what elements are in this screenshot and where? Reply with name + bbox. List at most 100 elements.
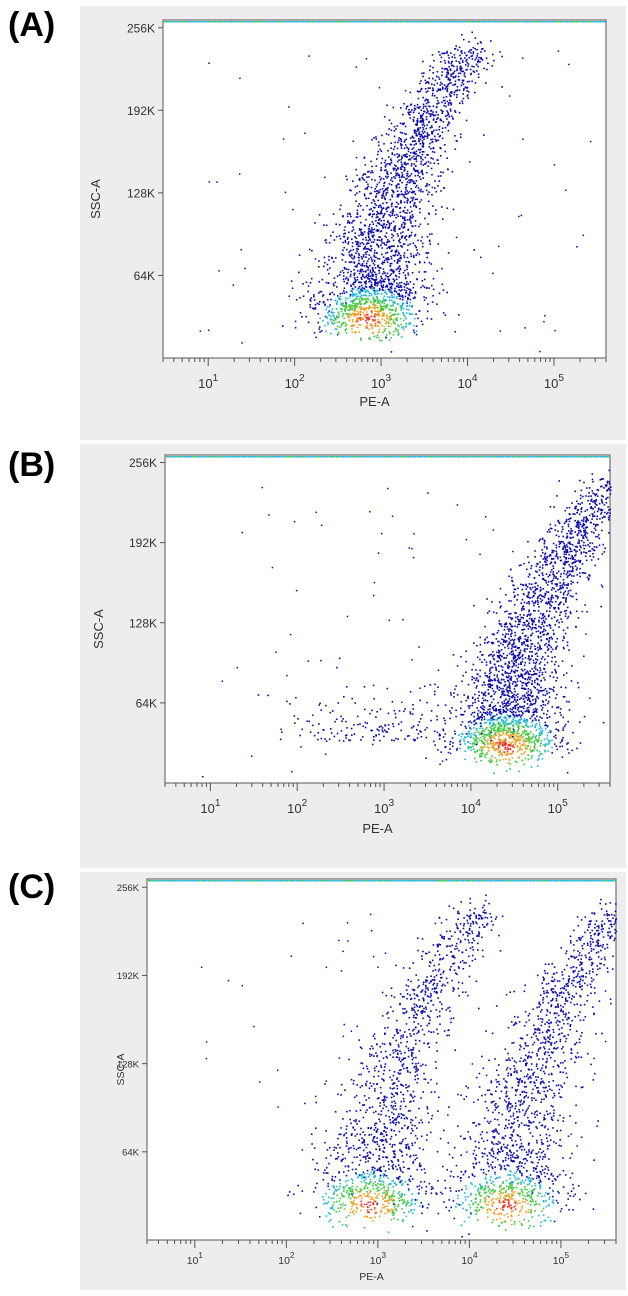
data-point-0 — [594, 506, 596, 508]
data-point-0 — [389, 282, 391, 285]
data-point-0 — [392, 254, 395, 257]
data-point-0 — [391, 152, 394, 154]
data-point-0 — [412, 324, 415, 327]
data-point-0 — [354, 278, 356, 281]
data-point-0 — [470, 72, 473, 75]
data-point-0 — [376, 334, 379, 336]
data-point-0 — [357, 310, 359, 313]
data-point-0 — [525, 685, 528, 687]
data-point-0 — [493, 654, 495, 656]
data-point-0 — [529, 614, 531, 617]
data-point-0 — [434, 114, 437, 116]
data-point-0 — [560, 587, 563, 590]
data-point-0 — [499, 743, 501, 746]
data-point-0 — [493, 724, 495, 726]
data-point-0 — [390, 222, 393, 225]
data-point-0 — [564, 548, 567, 550]
data-point-0 — [406, 256, 409, 259]
data-point-0 — [402, 302, 405, 305]
data-point-0 — [499, 710, 501, 713]
data-point-0 — [344, 312, 347, 315]
data-point-0 — [382, 268, 385, 270]
data-point-0 — [442, 110, 444, 113]
data-point-0 — [456, 94, 458, 96]
data-point-0 — [376, 183, 379, 186]
data-point-0 — [351, 254, 353, 256]
data-point-0 — [373, 279, 375, 281]
data-point-0 — [506, 654, 508, 657]
data-point-0 — [537, 630, 540, 632]
data-point-0 — [438, 128, 440, 131]
data-point-0 — [499, 749, 502, 751]
data-point-0 — [326, 316, 329, 319]
data-point-0 — [387, 317, 389, 319]
data-point-0 — [511, 645, 514, 648]
data-point-0 — [466, 741, 469, 743]
data-point-0 — [349, 293, 352, 296]
data-point-0 — [500, 679, 503, 681]
data-point-0 — [333, 319, 335, 322]
data-point-0 — [415, 152, 417, 155]
saturation-event — [219, 21, 221, 23]
data-point-0 — [375, 290, 378, 293]
data-point-0 — [474, 37, 477, 39]
data-point-0 — [390, 159, 393, 162]
data-point-0 — [364, 271, 367, 273]
data-point-0 — [426, 154, 428, 156]
data-point-0 — [393, 255, 396, 257]
data-point-0 — [400, 199, 402, 202]
data-point-0 — [397, 251, 400, 254]
data-point-0 — [361, 318, 364, 320]
data-point-0 — [382, 284, 385, 286]
data-point-0 — [390, 309, 393, 311]
data-point-0 — [559, 559, 562, 562]
saturation-event — [461, 21, 463, 23]
data-point-0 — [390, 158, 392, 161]
saturation-event — [487, 21, 490, 23]
data-point-0 — [500, 642, 502, 645]
data-point-0 — [510, 677, 512, 680]
data-point-0 — [483, 718, 486, 721]
data-point-0 — [554, 712, 556, 715]
saturation-event — [212, 21, 215, 23]
data-point-0 — [398, 155, 400, 157]
data-point-0 — [526, 719, 528, 721]
data-point-0 — [514, 735, 516, 737]
data-point-0 — [398, 270, 400, 273]
data-point-0 — [556, 677, 558, 679]
data-point-0 — [596, 546, 598, 548]
data-point-0 — [359, 289, 362, 292]
data-point-0 — [419, 82, 421, 85]
data-point-0 — [449, 748, 451, 750]
data-point-0 — [456, 96, 458, 98]
data-point-0 — [477, 731, 479, 733]
data-point-0 — [362, 238, 364, 241]
data-point-0 — [513, 688, 516, 690]
data-point-0 — [408, 111, 411, 114]
data-point-0 — [525, 737, 527, 740]
data-point-0 — [609, 512, 611, 514]
data-point-0 — [384, 327, 387, 330]
data-point-0 — [423, 296, 425, 298]
data-point-0 — [521, 753, 523, 755]
data-point-0 — [601, 521, 603, 524]
data-point-0 — [569, 550, 571, 553]
data-point-0 — [517, 587, 519, 590]
data-point-0 — [367, 239, 370, 242]
data-point-0 — [567, 592, 570, 595]
data-point-0 — [456, 665, 459, 667]
data-point-0 — [491, 65, 494, 67]
data-point-0 — [578, 532, 580, 534]
data-point-0 — [520, 668, 523, 671]
data-point-0 — [377, 290, 379, 292]
data-point-0 — [317, 321, 319, 324]
data-point-0 — [431, 94, 434, 97]
data-point-0 — [436, 303, 438, 305]
data-point-0 — [393, 169, 395, 171]
data-point-0 — [504, 720, 507, 722]
data-point-0 — [485, 664, 488, 666]
data-point-0 — [358, 285, 361, 288]
data-point-0 — [539, 716, 541, 718]
data-point-0 — [567, 742, 569, 744]
